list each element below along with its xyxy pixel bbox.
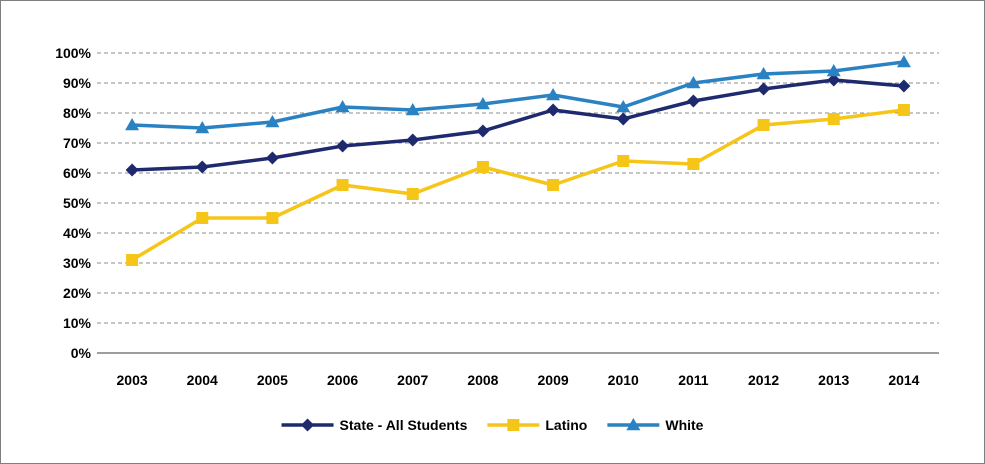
x-tick-label: 2013: [818, 372, 849, 388]
data-point-state-all-students: [616, 112, 630, 126]
data-point-latino: [757, 119, 770, 131]
x-axis-ticks: 2003 2004 2005 2006 2007 2008 2009 2010 2011 2012…: [117, 372, 920, 388]
data-point-state-all-students: [476, 124, 490, 138]
data-point-latino: [547, 179, 560, 191]
data-point-white: [125, 118, 140, 131]
data-point-state-all-students: [686, 94, 700, 108]
y-tick-label: 80%: [63, 105, 92, 121]
y-tick-label: 0%: [71, 345, 92, 361]
x-tick-label: 2007: [397, 372, 428, 388]
legend-label: Latino: [545, 417, 587, 433]
data-point-state-all-students: [195, 160, 209, 174]
y-tick-label: 20%: [63, 285, 92, 301]
data-point-latino: [266, 212, 279, 224]
legend-marker: [507, 419, 520, 431]
data-point-state-all-students: [897, 79, 911, 93]
x-tick-label: 2014: [888, 372, 919, 388]
data-point-latino: [687, 158, 700, 170]
series-line-latino: [131, 108, 905, 262]
legend: State - All Students Latino White: [281, 417, 704, 433]
data-point-white: [405, 103, 420, 116]
y-tick-label: 100%: [55, 45, 91, 61]
data-point-latino: [827, 113, 840, 125]
legend-label: State - All Students: [340, 417, 468, 433]
data-point-white: [616, 100, 631, 113]
y-tick-label: 40%: [63, 225, 92, 241]
data-point-state-all-students: [265, 151, 279, 165]
data-point-latino: [196, 212, 209, 224]
y-tick-label: 50%: [63, 195, 92, 211]
y-tick-label: 70%: [63, 135, 92, 151]
x-tick-label: 2003: [117, 372, 148, 388]
data-point-white: [475, 97, 490, 110]
legend-item-latino: Latino: [487, 417, 587, 433]
data-point-latino: [406, 188, 419, 200]
x-tick-label: 2005: [257, 372, 288, 388]
legend-item-state-all-students: State - All Students: [281, 417, 468, 433]
series-latino: [126, 104, 910, 266]
y-tick-label: 90%: [63, 75, 92, 91]
data-point-state-all-students: [546, 103, 560, 117]
data-point-state-all-students: [336, 139, 350, 153]
data-point-white: [826, 64, 841, 77]
data-point-latino: [897, 104, 910, 116]
data-point-white: [546, 88, 561, 101]
y-tick-label: 10%: [63, 315, 92, 331]
data-point-latino: [336, 179, 349, 191]
series-line-white: [132, 60, 905, 130]
data-point-white: [686, 76, 701, 89]
data-point-white: [265, 115, 280, 128]
series-line-state-all-students: [132, 78, 905, 172]
x-tick-label: 2011: [678, 372, 709, 388]
data-point-latino: [617, 155, 630, 167]
data-point-state-all-students: [406, 133, 420, 147]
legend-marker: [301, 418, 315, 432]
data-point-state-all-students: [125, 163, 139, 177]
x-tick-label: 2008: [467, 372, 498, 388]
legend-label: White: [665, 417, 703, 433]
y-tick-label: 30%: [63, 255, 92, 271]
data-point-state-all-students: [757, 82, 771, 96]
x-tick-label: 2009: [538, 372, 569, 388]
x-tick-label: 2012: [748, 372, 779, 388]
legend-item-white: White: [607, 417, 704, 433]
series-group: [125, 55, 911, 266]
data-point-white: [896, 55, 911, 68]
x-tick-label: 2006: [327, 372, 358, 388]
y-tick-label: 60%: [63, 165, 92, 181]
data-point-state-all-students: [827, 73, 841, 87]
legend-marker: [626, 418, 641, 431]
y-axis-ticks: 0% 10% 20% 30% 40% 50% 60% 70% 80% 90% 100%: [55, 45, 91, 361]
data-point-latino: [126, 254, 139, 266]
x-tick-label: 2010: [608, 372, 639, 388]
data-point-white: [756, 67, 771, 80]
data-point-white: [195, 121, 210, 134]
data-point-white: [335, 100, 350, 113]
data-point-latino: [476, 161, 489, 173]
series-white: [125, 55, 911, 134]
x-tick-label: 2004: [187, 372, 218, 388]
